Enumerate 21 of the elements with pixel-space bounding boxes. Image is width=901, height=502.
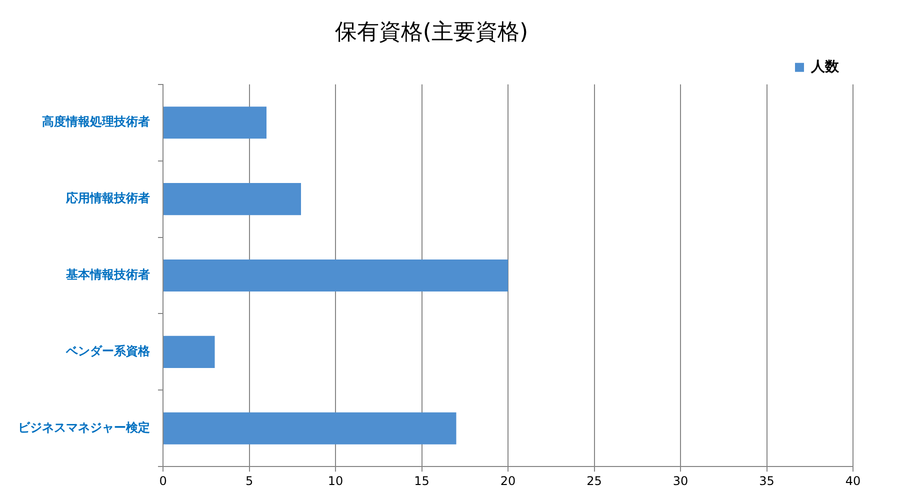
y-tick-label: ビジネスマネジャー検定 [18,420,150,435]
y-tick-label: 基本情報技術者 [65,268,150,282]
chart-title: 保有資格(主要資格) [334,20,528,45]
x-tick-label: 5 [245,474,254,488]
x-tick-label: 10 [328,474,344,488]
legend-label: 人数 [810,59,840,76]
x-tick-label: 0 [159,474,167,488]
bar [164,259,508,292]
bar [164,183,301,216]
bar [164,412,456,444]
bar [164,106,266,139]
x-tick-label: 40 [845,474,861,488]
x-tick-label: 35 [759,474,774,488]
x-tick-label: 30 [672,474,688,488]
y-tick-label: 応用情報技術者 [65,191,150,206]
bar [164,336,215,368]
x-tick-label: 25 [586,474,602,488]
x-tick-label: 15 [414,474,430,488]
x-tick-label: 20 [500,474,516,488]
y-tick-label: ベンダー系資格 [65,344,151,358]
y-tick-label: 高度情報処理技術者 [42,114,150,129]
